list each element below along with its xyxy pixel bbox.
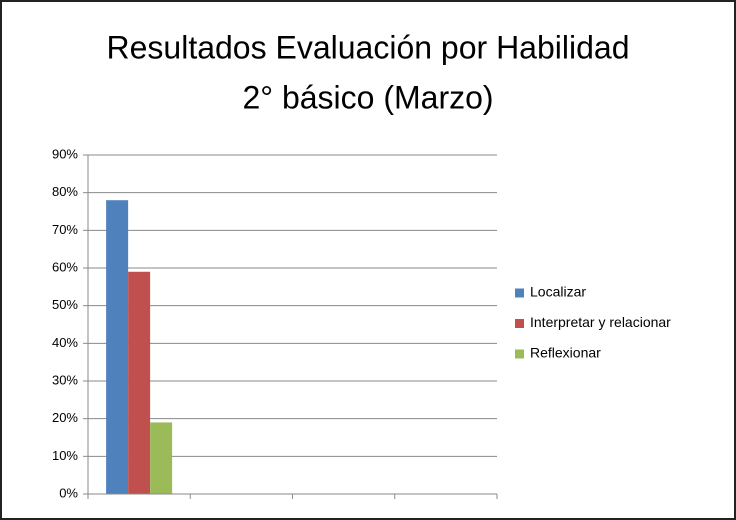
y-tick-label: 0% [59,485,78,500]
bar [106,200,129,494]
y-tick-label: 10% [52,448,78,463]
legend-label: Interpretar y relacionar [530,314,671,330]
bar [150,422,173,494]
y-tick-label: 80% [52,184,78,199]
y-tick-label: 90% [52,146,78,161]
y-tick-label: 70% [52,222,78,237]
chart-title: 2° básico (Marzo) [242,79,493,115]
chart-title: Resultados Evaluación por Habilidad [107,29,630,65]
legend-swatch [515,288,524,298]
legend-swatch [515,319,524,328]
legend-label: Localizar [530,284,586,300]
y-tick-label: 40% [52,335,78,350]
y-tick-label: 20% [52,410,78,425]
y-tick-label: 30% [52,372,78,387]
y-tick-label: 50% [52,297,78,312]
y-tick-label: 60% [52,259,78,274]
legend-label: Reflexionar [530,345,601,361]
bar [128,271,151,494]
legend-swatch [515,349,524,359]
